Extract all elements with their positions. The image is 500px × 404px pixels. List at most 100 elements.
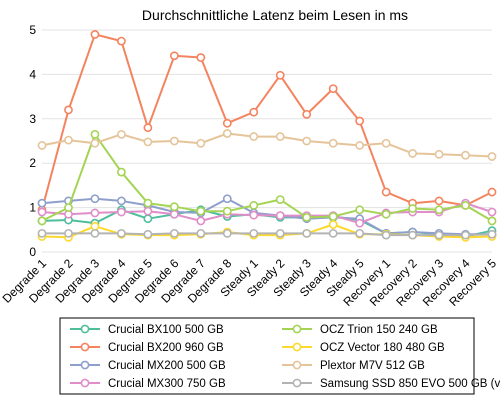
- data-point: [355, 116, 365, 126]
- data-point: [64, 135, 73, 145]
- data-point: [169, 136, 179, 146]
- data-point: [117, 129, 126, 139]
- data-point: [487, 207, 497, 217]
- y-tick-label: 3: [29, 112, 36, 126]
- data-point: [249, 200, 259, 210]
- legend-label: Crucial MX300 750 GB: [108, 378, 226, 390]
- data-point: [117, 167, 126, 177]
- y-tick-label: 1: [29, 201, 36, 215]
- chart-title: Durchschnittliche Latenz beim Lesen in m…: [142, 7, 408, 23]
- data-point: [90, 129, 100, 139]
- data-point: [302, 109, 312, 119]
- data-point: [487, 152, 497, 161]
- data-point: [90, 221, 100, 231]
- data-point: [196, 228, 206, 238]
- legend-label: Plextor M7V 512 GB: [320, 360, 425, 372]
- data-point: [196, 138, 206, 148]
- data-point: [328, 138, 338, 148]
- data-point: [434, 205, 444, 215]
- series-line: [41, 202, 493, 225]
- data-point: [222, 206, 232, 216]
- data-point: [222, 129, 232, 138]
- data-point: [461, 200, 470, 210]
- data-point: [222, 228, 232, 238]
- legend-label: Crucial BX200 960 GB: [108, 342, 224, 354]
- data-point: [117, 36, 126, 46]
- series: [37, 129, 497, 226]
- data-point: [408, 149, 417, 158]
- data-point: [37, 198, 47, 208]
- series: [37, 220, 497, 242]
- data-point: [196, 216, 206, 226]
- legend-item: Crucial MX300 750 GB: [70, 378, 226, 390]
- series: [37, 228, 497, 240]
- data-point: [143, 137, 153, 147]
- data-point: [37, 141, 47, 150]
- data-point: [37, 207, 47, 217]
- data-point: [90, 208, 100, 218]
- legend-label: Samsung SSD 850 EVO 500 GB (v3): [320, 378, 500, 390]
- series-line: [41, 132, 493, 158]
- data-point: [37, 216, 47, 226]
- series: [37, 30, 497, 215]
- data-point: [302, 228, 312, 238]
- series-line: [41, 197, 492, 236]
- series-line: [41, 33, 493, 211]
- data-point: [196, 53, 206, 62]
- data-point: [434, 149, 444, 159]
- data-point: [381, 138, 391, 148]
- data-point: [90, 194, 100, 204]
- data-point: [275, 195, 285, 205]
- grid: [42, 29, 492, 253]
- data-point: [143, 214, 153, 224]
- y-tick-label: 2: [29, 156, 36, 170]
- legend-marker: [292, 324, 302, 334]
- data-point: [487, 187, 497, 197]
- data-point: [381, 187, 391, 197]
- data-point: [355, 218, 365, 228]
- legend-item: Samsung SSD 850 EVO 500 GB (v3): [282, 378, 500, 390]
- data-point: [90, 138, 100, 148]
- data-point: [249, 132, 259, 141]
- legend-label: OCZ Trion 150 240 GB: [320, 324, 438, 336]
- legend-label: Crucial BX100 500 GB: [108, 324, 224, 336]
- data-point: [355, 141, 365, 150]
- legend-item: Crucial MX200 500 GB: [70, 360, 226, 372]
- series-line: [41, 133, 493, 222]
- data-point: [143, 229, 153, 239]
- data-point: [169, 209, 179, 219]
- data-point: [249, 228, 259, 238]
- data-point: [275, 228, 285, 238]
- data-point: [381, 209, 391, 219]
- legend-marker: [80, 324, 90, 334]
- data-point: [90, 228, 100, 238]
- legend-marker: [80, 342, 90, 352]
- data-point: [169, 51, 179, 61]
- data-point: [328, 228, 338, 238]
- data-point: [355, 228, 365, 238]
- data-point: [222, 118, 232, 128]
- legend-item: Crucial BX100 500 GB: [70, 324, 224, 336]
- data-point: [461, 230, 470, 240]
- legend-label: OCZ Vector 180 480 GB: [320, 342, 445, 354]
- data-point: [408, 230, 417, 240]
- data-point: [37, 228, 47, 238]
- y-tick-label: 0: [29, 245, 36, 259]
- legend-item: OCZ Vector 180 480 GB: [282, 342, 445, 354]
- legend-item: Crucial BX200 960 GB: [70, 342, 224, 354]
- legend-marker: [80, 378, 90, 388]
- data-point: [328, 212, 338, 221]
- series: [37, 198, 497, 228]
- legend-item: OCZ Trion 150 240 GB: [282, 324, 438, 336]
- data-point: [169, 228, 179, 238]
- data-point: [117, 228, 126, 238]
- data-point: [249, 107, 259, 117]
- data-point: [64, 228, 73, 238]
- data-point: [249, 210, 259, 220]
- legend-label: Crucial MX200 500 GB: [108, 360, 226, 372]
- data-point: [461, 150, 470, 160]
- data-point: [328, 220, 338, 229]
- data-point: [64, 105, 73, 115]
- data-point: [169, 202, 179, 212]
